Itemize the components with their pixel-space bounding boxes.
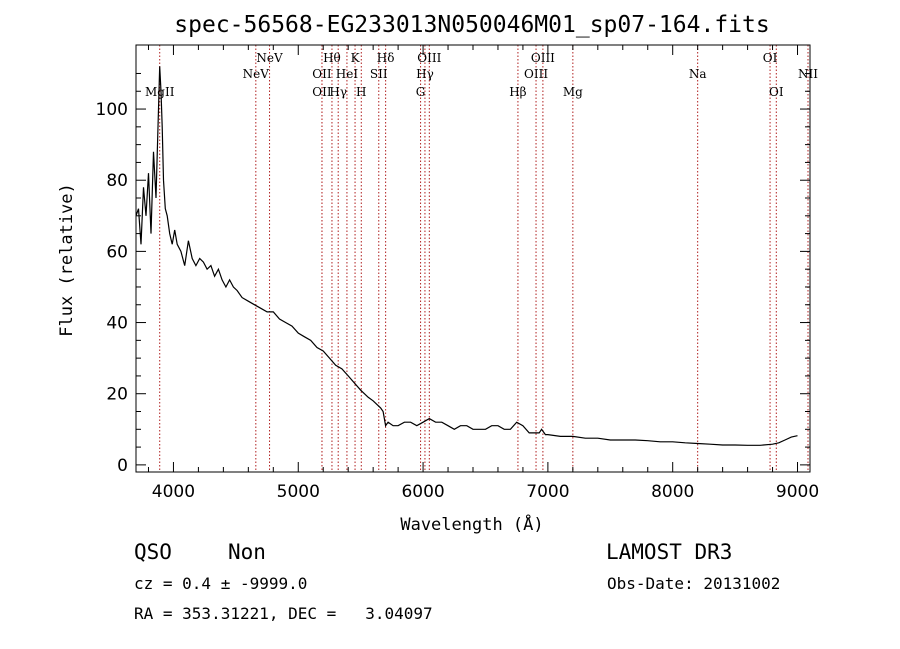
- line-label-6: Hγ: [329, 85, 347, 99]
- x-tick-label-1: 5000: [277, 482, 320, 502]
- y-tick-label-3: 60: [106, 242, 128, 262]
- line-label-8: K: [351, 51, 361, 65]
- line-label-16: OIII: [524, 67, 548, 81]
- y-tick-label-5: 100: [96, 100, 128, 120]
- line-label-10: SII: [370, 67, 388, 81]
- line-label-14: OIII: [417, 51, 441, 65]
- coordinates-readout: RA = 353.31221, DEC = 3.04097: [134, 604, 433, 623]
- y-tick-label-0: 0: [117, 456, 128, 476]
- line-label-13: Hγ: [416, 67, 434, 81]
- y-tick-label-2: 40: [106, 314, 128, 334]
- x-tick-label-0: 4000: [152, 482, 195, 502]
- line-label-21: OI: [769, 85, 784, 99]
- chart-title: spec-56568-EG233013N050046M01_sp07-164.f…: [174, 12, 769, 38]
- survey-label: LAMOST DR3: [606, 540, 733, 564]
- obs-date: Obs-Date: 20131002: [607, 574, 781, 593]
- line-label-20: OI: [763, 51, 778, 65]
- line-label-4: OII: [312, 67, 332, 81]
- x-axis-label: Wavelength (Å): [400, 513, 543, 535]
- line-label-19: Na: [689, 67, 707, 81]
- line-labels: MgII NeV NeV OII OII Hθ Hγ HeI K H SII Hδ G Hγ OIII Hβ O…: [145, 51, 818, 99]
- line-label-5: Hθ: [323, 51, 341, 65]
- x-tick-label-3: 7000: [526, 482, 569, 502]
- y-tick-label-1: 20: [106, 385, 128, 405]
- x-tick-label-5: 9000: [776, 482, 819, 502]
- line-label-11: Hδ: [377, 51, 395, 65]
- class-label: QSO: [134, 540, 172, 564]
- x-tick-label-4: 8000: [651, 482, 694, 502]
- line-label-1: NeV: [243, 67, 270, 81]
- line-label-0: MgII: [145, 85, 175, 99]
- y-tick-label-4: 80: [106, 171, 128, 191]
- line-label-15: Hβ: [509, 85, 526, 99]
- line-label-3: OII: [312, 85, 332, 99]
- line-label-22: NII: [798, 67, 818, 81]
- x-axis-ticks: 4000 5000 6000 7000 8000 9000: [147, 45, 819, 502]
- y-axis-ticks: 0 20 40 60 80 100: [96, 72, 810, 476]
- spectrum-series: [135, 66, 798, 446]
- subclass-label: Non: [228, 540, 266, 564]
- line-label-7: HeI: [336, 67, 359, 81]
- line-markers: [159, 45, 809, 472]
- plot-frame: [135, 44, 811, 473]
- line-label-18: Mg: [563, 85, 583, 99]
- spectrum-line: [135, 66, 798, 446]
- y-axis-label: Flux (relative): [57, 183, 77, 337]
- x-tick-label-2: 6000: [401, 482, 444, 502]
- cz-readout: cz = 0.4 ± -9999.0: [134, 574, 308, 593]
- line-label-17: OIII: [531, 51, 555, 65]
- line-label-9: H: [356, 85, 366, 99]
- line-label-2: NeV: [256, 51, 283, 65]
- line-label-12: G: [416, 85, 426, 99]
